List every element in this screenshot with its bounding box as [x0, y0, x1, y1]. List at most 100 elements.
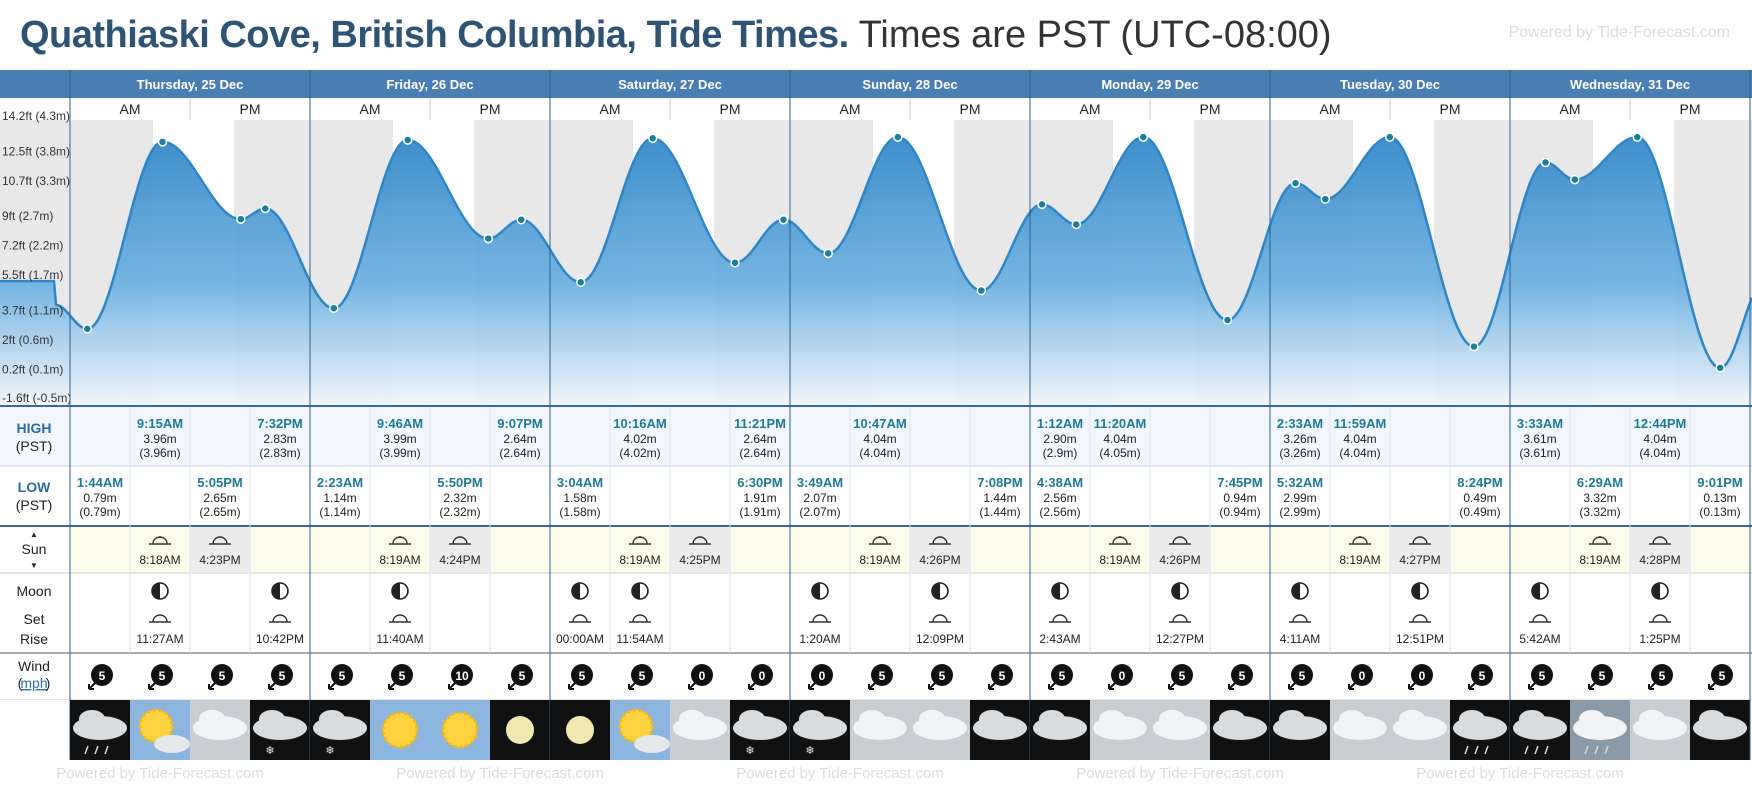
wind-unit-paren: (	[18, 675, 23, 691]
wind-direction-icon	[631, 664, 653, 686]
sunset-cell	[1150, 527, 1210, 573]
tide-point[interactable]	[329, 303, 339, 313]
high-row-tz: (PST)	[16, 438, 53, 454]
sunset-time: 4:24PM	[439, 553, 480, 567]
sun-icon	[1532, 614, 1548, 623]
tide-point[interactable]	[893, 132, 903, 142]
wind-arrow	[1168, 682, 1176, 690]
powered-by-footer: Powered by Tide-Forecast.com	[1416, 765, 1624, 782]
moon-phase-shadow	[932, 583, 940, 599]
am-label: AM	[120, 101, 141, 117]
tide-point[interactable]	[1715, 363, 1725, 373]
sunrise-time: 8:19AM	[379, 553, 420, 567]
wind-arrow	[1708, 682, 1716, 690]
wind-arrow	[868, 682, 876, 690]
pm-label: PM	[1440, 101, 1461, 117]
high-tide-time: 11:21PM	[734, 416, 786, 431]
moon-time: 11:54AM	[616, 632, 663, 646]
wind-unit-link[interactable]: mph	[20, 675, 47, 691]
low-tide-height-alt: (0.94m)	[1219, 505, 1260, 519]
tide-point[interactable]	[575, 277, 586, 288]
tide-point[interactable]	[823, 248, 833, 259]
am-label: AM	[1560, 101, 1581, 117]
high-tide-height-alt: (3.96m)	[139, 446, 180, 460]
sun-icon	[1652, 536, 1668, 545]
tide-point[interactable]	[976, 285, 987, 296]
wind-speed-label: 5	[99, 669, 106, 683]
high-tide-time: 1:12AM	[1037, 416, 1083, 431]
moon-time: 11:40AM	[376, 632, 423, 646]
tide-point[interactable]	[82, 324, 93, 334]
cloud-shape	[1519, 710, 1545, 728]
tide-point[interactable]	[778, 214, 789, 225]
low-tide-height-alt: (3.32m)	[1579, 505, 1620, 519]
wind-speed-label: 5	[639, 669, 646, 683]
low-tide-height: 2.32m	[443, 491, 476, 505]
day-header-label: Thursday, 25 Dec	[137, 77, 244, 92]
tide-point[interactable]	[483, 233, 494, 244]
am-label: AM	[840, 101, 861, 117]
wind-direction-icon	[1411, 664, 1433, 686]
low-row-bg	[0, 466, 1752, 526]
low-tide-time: 6:29AM	[1577, 475, 1623, 490]
tide-point[interactable]	[1222, 315, 1233, 325]
sun-icon	[872, 536, 888, 545]
wind-speed-label: 5	[1539, 669, 1546, 683]
tide-point[interactable]	[647, 133, 658, 144]
rain-drop	[1594, 745, 1599, 755]
tide-point[interactable]	[1071, 219, 1082, 230]
moon-time: 5:42AM	[1519, 632, 1560, 646]
high-tide-height-alt: (3.99m)	[379, 446, 420, 460]
wind-arrow	[628, 682, 636, 690]
wind-speed-label: 0	[819, 669, 826, 683]
tide-point[interactable]	[260, 203, 271, 214]
cloud-shape	[319, 710, 345, 728]
wind-speed-label: 10	[455, 669, 469, 683]
tide-point[interactable]	[730, 258, 740, 268]
wind-arrow	[388, 682, 396, 690]
wind-direction-icon	[271, 664, 293, 686]
wind-arrow	[148, 682, 156, 690]
sun-icon	[812, 614, 828, 623]
cloud-shape	[1099, 710, 1125, 728]
sun-icon	[632, 614, 648, 623]
low-row-tz: (PST)	[16, 497, 53, 513]
cloud-shape	[1459, 710, 1485, 728]
cloud-shape	[634, 735, 670, 753]
wind-speed-label: 5	[1059, 669, 1066, 683]
high-tide-time: 11:20AM	[1094, 416, 1147, 431]
tide-point[interactable]	[516, 214, 526, 225]
high-tide-height: 4.04m	[863, 432, 896, 446]
moon-phase-shadow	[1172, 583, 1180, 599]
tide-point[interactable]	[1540, 157, 1551, 168]
sun-icon	[1172, 614, 1188, 623]
moon-weather-icon	[506, 716, 534, 744]
tide-point[interactable]	[1320, 194, 1331, 204]
cloud-shape	[1159, 710, 1185, 728]
snowflake-icon: ❄	[325, 745, 334, 757]
y-axis-tick-label: 12.5ft (3.8m)	[2, 144, 70, 158]
tide-point[interactable]	[1632, 132, 1643, 142]
tide-point[interactable]	[236, 214, 246, 224]
wind-speed-label: 5	[1479, 669, 1486, 683]
tide-point[interactable]	[157, 137, 168, 147]
sun-icon	[1652, 614, 1668, 623]
tide-point[interactable]	[1570, 174, 1580, 185]
sunset-cell	[1390, 527, 1450, 573]
tide-point[interactable]	[1138, 132, 1149, 142]
low-tide-height-alt: (1.58m)	[559, 505, 600, 519]
tide-point[interactable]	[1290, 178, 1301, 188]
powered-by-footer: Powered by Tide-Forecast.com	[1076, 765, 1284, 782]
low-tide-height: 0.79m	[83, 491, 116, 505]
tide-point[interactable]	[1469, 341, 1479, 352]
rain-drop	[1584, 745, 1589, 755]
tide-point[interactable]	[1037, 199, 1047, 210]
sunset-time: 4:28PM	[1639, 553, 1680, 567]
powered-by-footer: Powered by Tide-Forecast.com	[736, 765, 944, 782]
low-tide-height: 3.32m	[1583, 491, 1616, 505]
cloud-shape	[79, 710, 105, 728]
tide-point[interactable]	[402, 135, 413, 145]
rain-drop	[94, 745, 99, 755]
low-tide-height-alt: (1.91m)	[739, 505, 780, 519]
tide-point[interactable]	[1385, 132, 1395, 142]
